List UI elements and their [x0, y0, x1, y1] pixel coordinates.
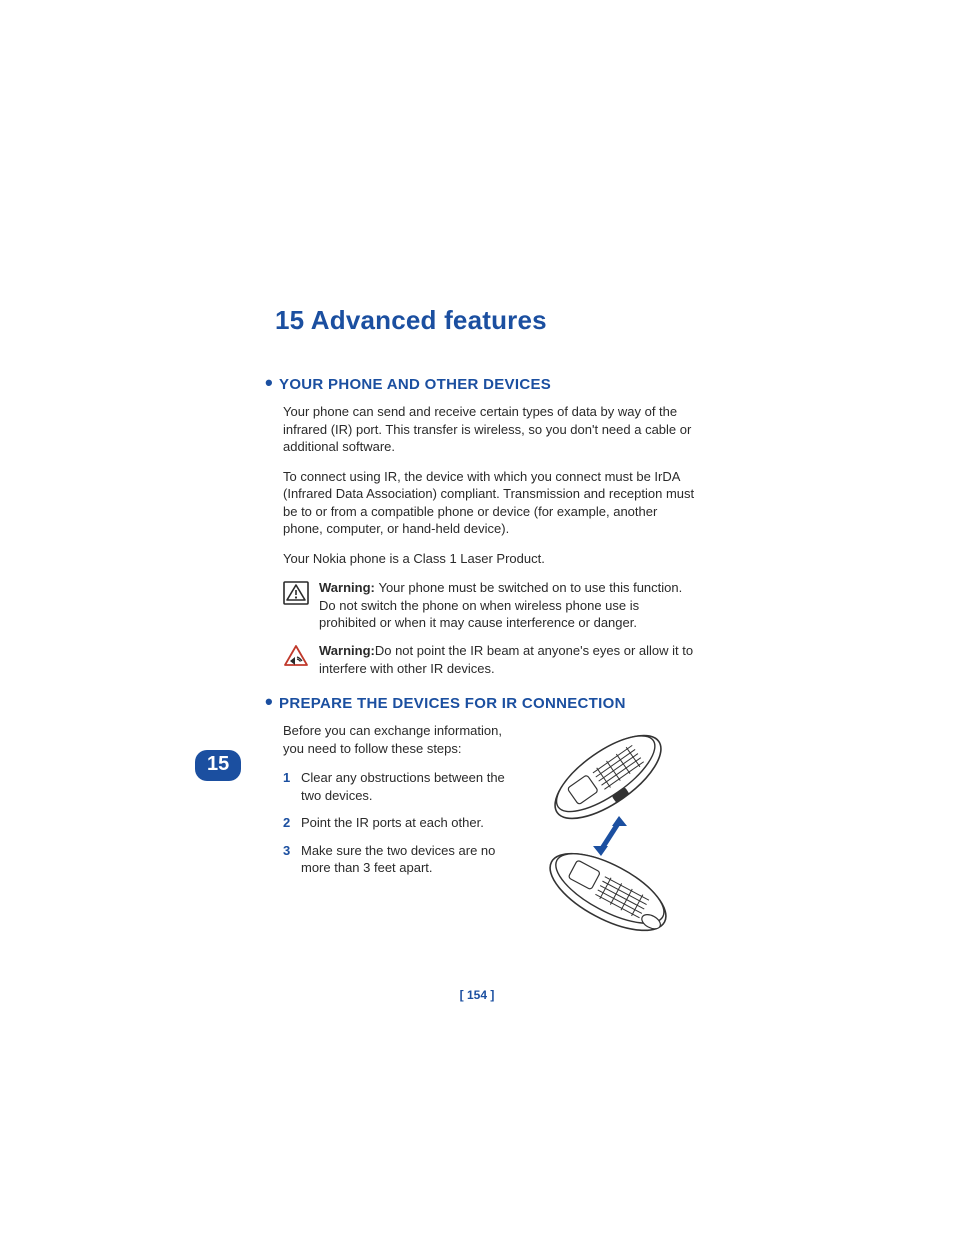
warning-text: Warning:Do not point the IR beam at anyo… [319, 642, 695, 677]
step-text: Make sure the two devices are no more th… [301, 842, 513, 877]
body-paragraph: Your phone can send and receive certain … [283, 403, 695, 456]
prepare-intro: Before you can exchange information, you… [283, 722, 513, 757]
warning-block: Warning: Your phone must be switched on … [283, 579, 695, 632]
warning-block: Warning:Do not point the IR beam at anyo… [283, 642, 695, 677]
list-item: 3 Make sure the two devices are no more … [283, 842, 513, 877]
page-content: 15 Advanced features •YOUR PHONE AND OTH… [265, 305, 695, 947]
phones-ir-illustration [523, 722, 703, 947]
step-text: Clear any obstructions between the two d… [301, 769, 513, 804]
step-text: Point the IR ports at each other. [301, 814, 513, 832]
section-heading-devices: •YOUR PHONE AND OTHER DEVICES [265, 376, 695, 393]
step-number: 2 [283, 814, 301, 832]
step-number: 1 [283, 769, 301, 787]
chapter-title: 15 Advanced features [275, 305, 695, 336]
warning-body: Do not point the IR beam at anyone's eye… [319, 643, 693, 676]
ir-arrow-icon [593, 816, 627, 856]
step-number: 3 [283, 842, 301, 860]
list-item: 2 Point the IR ports at each other. [283, 814, 513, 832]
section-heading-prepare: •PREPARE THE DEVICES FOR IR CONNECTION [265, 695, 695, 712]
body-paragraph: To connect using IR, the device with whi… [283, 468, 695, 538]
warning-label: Warning: [319, 643, 375, 658]
section-heading-text: YOUR PHONE AND OTHER DEVICES [279, 376, 551, 393]
steps-list: 1 Clear any obstructions between the two… [283, 769, 513, 877]
page-number: [ 154 ] [0, 988, 954, 1002]
chapter-tab: 15 [195, 750, 241, 781]
section-heading-text: PREPARE THE DEVICES FOR IR CONNECTION [279, 695, 626, 712]
list-item: 1 Clear any obstructions between the two… [283, 769, 513, 804]
warning-label: Warning: [319, 580, 375, 595]
warning-text: Warning: Your phone must be switched on … [319, 579, 695, 632]
warning-ir-triangle-icon [283, 644, 309, 673]
body-paragraph: Your Nokia phone is a Class 1 Laser Prod… [283, 550, 695, 568]
prepare-block: Before you can exchange information, you… [283, 722, 695, 947]
prepare-text-column: Before you can exchange information, you… [283, 722, 513, 887]
warning-triangle-square-icon [283, 581, 309, 610]
